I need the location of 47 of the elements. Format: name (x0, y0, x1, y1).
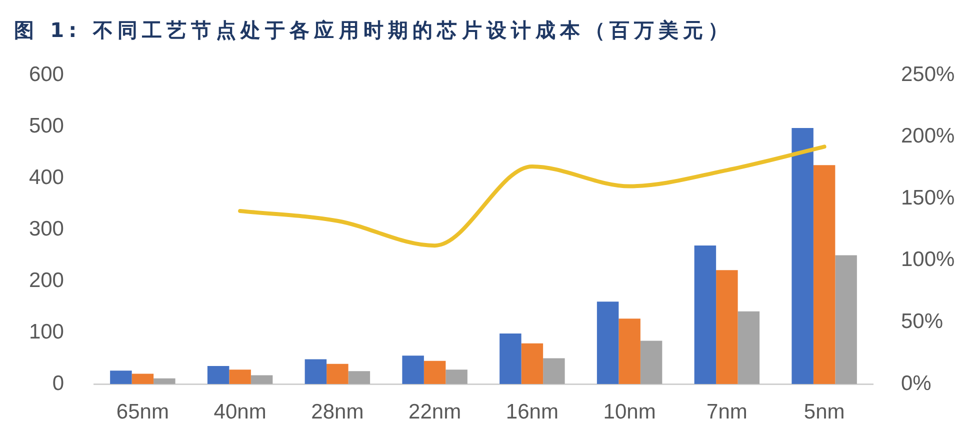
bar (694, 245, 716, 384)
x-tick-label: 7nm (706, 400, 748, 424)
y2-tick-label: 100% (901, 248, 955, 272)
y-tick-label: 300 (28, 217, 64, 240)
y-tick-label: 400 (28, 166, 64, 189)
bar (813, 165, 836, 384)
y2-tick-label: 250% (901, 62, 955, 86)
bar (446, 370, 468, 384)
bar (618, 318, 640, 384)
bar (250, 375, 273, 384)
x-tick-label: 22nm (408, 400, 462, 424)
bar (207, 366, 230, 384)
y-tick-label: 100 (28, 320, 64, 344)
x-tick-label: 5nm (804, 400, 845, 424)
bar (640, 340, 662, 384)
bar (500, 334, 522, 384)
bar (229, 370, 251, 384)
bar (792, 128, 814, 384)
y-tick-label: 600 (28, 62, 64, 86)
y2-tick-label: 200% (901, 124, 955, 148)
y2-tick-label: 50% (901, 310, 944, 333)
x-tick-label: 16nm (506, 400, 558, 424)
bar (402, 356, 424, 384)
x-tick-label: 40nm (214, 400, 266, 424)
bar (326, 364, 348, 384)
y-tick-label: 500 (28, 114, 64, 138)
chart-title: 图 1: 不同工艺节点处于各应用时期的芯片设计成本（百万美元） (14, 18, 732, 42)
bar (543, 358, 565, 384)
y2-tick-label: 0% (901, 372, 932, 395)
x-tick-label: 28nm (311, 400, 364, 424)
bar (738, 311, 760, 384)
bar (304, 359, 327, 384)
y2-tick-label: 150% (901, 186, 955, 210)
x-tick-label: 65nm (116, 400, 169, 424)
y-tick-label: 200 (28, 268, 64, 292)
line-series (238, 144, 826, 248)
y-tick-label: 0 (52, 372, 64, 395)
bar (716, 270, 738, 384)
bar (424, 360, 446, 384)
bar (835, 255, 857, 384)
bar (521, 343, 544, 384)
bar (348, 371, 370, 384)
x-tick-label: 10nm (603, 400, 656, 424)
bar (110, 370, 132, 384)
bar (596, 302, 619, 384)
bar (132, 374, 154, 384)
bar (154, 378, 176, 384)
